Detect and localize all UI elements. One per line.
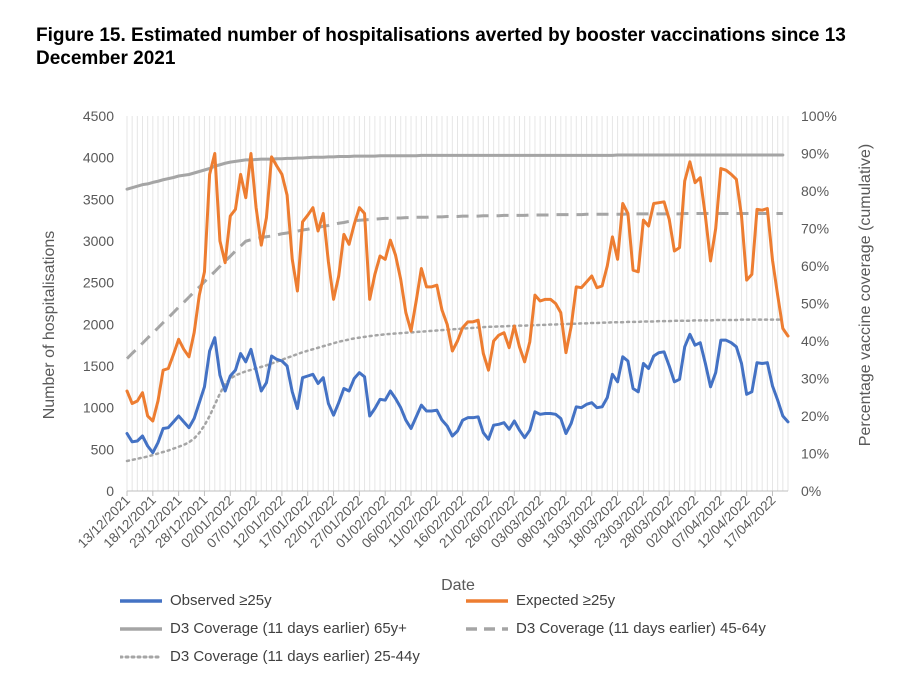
y-tick-label: 3000 [83, 233, 114, 249]
series-line-d3-coverage-11-days-earlier-25-44y [125, 318, 785, 463]
left-axis-ticks: 0 500 1000 1500 2000 2500 3000 3500 4000 4500 [83, 108, 114, 499]
y-tick-label: 1500 [83, 358, 114, 374]
y2-axis-title: Percentage vaccine coverage (cumulative) [857, 144, 874, 446]
x-axis-ticks: 13/12/202118/12/202123/12/202128/12/2021… [75, 491, 779, 551]
y-tick-label: 500 [91, 441, 115, 457]
y-tick-label: 2000 [83, 316, 114, 332]
series-line-d3-coverage-11-days-earlier-65y- [125, 153, 785, 191]
y2-tick-label: 30% [801, 371, 829, 387]
y2-tick-label: 50% [801, 296, 829, 312]
y-tick-label: 4500 [83, 108, 114, 124]
series-line-observed-25y [125, 332, 790, 455]
line-chart: 0 500 1000 1500 2000 2500 3000 3500 4000 4500 0% 1… [41, 108, 874, 590]
y2-tick-label: 0% [801, 483, 821, 499]
y2-tick-label: 70% [801, 221, 829, 237]
legend-item-25-44: D3 Coverage (11 days earlier) 25-44y [120, 648, 420, 665]
legend-item-expected: Expected ≥25y [466, 592, 615, 609]
legend-item-65plus: D3 Coverage (11 days earlier) 65y+ [120, 620, 407, 637]
legend-item-45-64: D3 Coverage (11 days earlier) 45-64y [466, 620, 766, 637]
legend-label-45-64: D3 Coverage (11 days earlier) 45-64y [516, 620, 766, 637]
y2-tick-label: 60% [801, 258, 829, 274]
y-tick-label: 1000 [83, 400, 114, 416]
y-tick-label: 4000 [83, 150, 114, 166]
legend-swatch-observed [120, 598, 162, 603]
figure-title: Figure 15. Estimated number of hospitali… [36, 25, 846, 69]
legend-label-expected: Expected ≥25y [516, 592, 616, 609]
legend-swatch-expected [466, 598, 508, 603]
legend-swatch-25-44 [120, 655, 162, 658]
x-axis-title: Date [441, 577, 475, 590]
legend-item-observed: Observed ≥25y [120, 592, 272, 609]
y2-tick-label: 100% [801, 108, 837, 124]
series-line-expected-25y [125, 152, 790, 423]
y2-tick-label: 10% [801, 446, 829, 462]
y-tick-label: 0 [106, 483, 114, 499]
y2-tick-label: 20% [801, 408, 829, 424]
vertical-gridlines [126, 116, 789, 491]
legend-label-65plus: D3 Coverage (11 days earlier) 65y+ [170, 620, 407, 637]
legend-label-25-44: D3 Coverage (11 days earlier) 25-44y [170, 648, 420, 665]
right-axis-ticks: 0% 10% 20% 30% 40% 50% 60% 70% 80% 90% 100% [801, 108, 837, 499]
y-axis-title: Number of hospitalisations [41, 231, 58, 420]
series-lines [125, 152, 790, 463]
legend-label-observed: Observed ≥25y [170, 592, 272, 609]
y2-tick-label: 80% [801, 183, 829, 199]
y-tick-label: 2500 [83, 275, 114, 291]
y2-tick-label: 40% [801, 333, 829, 349]
y2-tick-label: 90% [801, 146, 829, 162]
legend-swatch-45-64 [466, 626, 508, 631]
y-tick-label: 3500 [83, 191, 114, 207]
legend-swatch-65plus [120, 626, 162, 631]
